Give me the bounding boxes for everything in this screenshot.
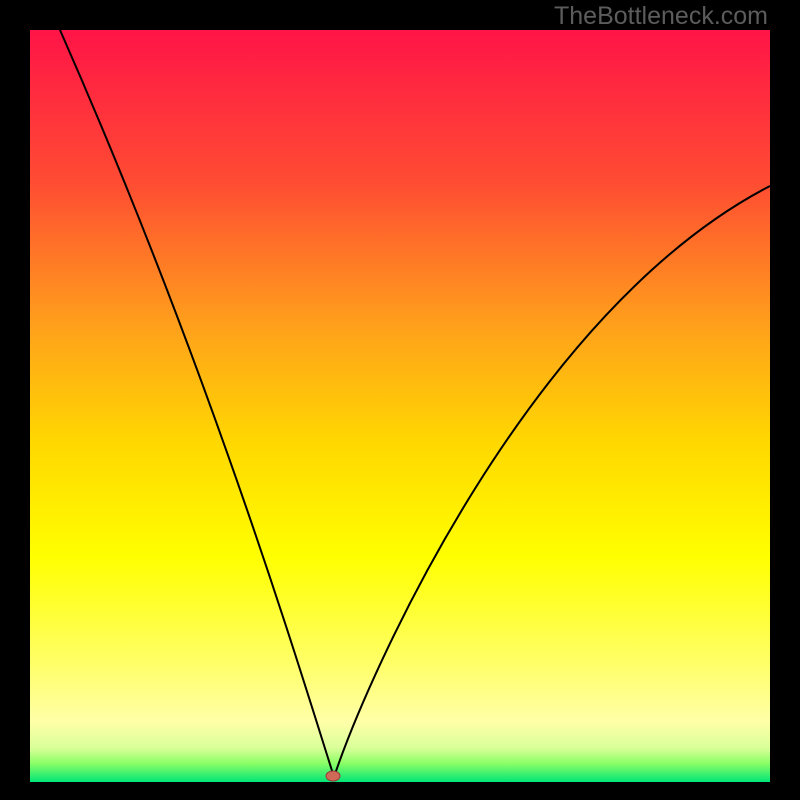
plot-area — [30, 30, 770, 782]
chart-container: TheBottleneck.com — [0, 0, 800, 800]
watermark-text: TheBottleneck.com — [554, 2, 768, 31]
